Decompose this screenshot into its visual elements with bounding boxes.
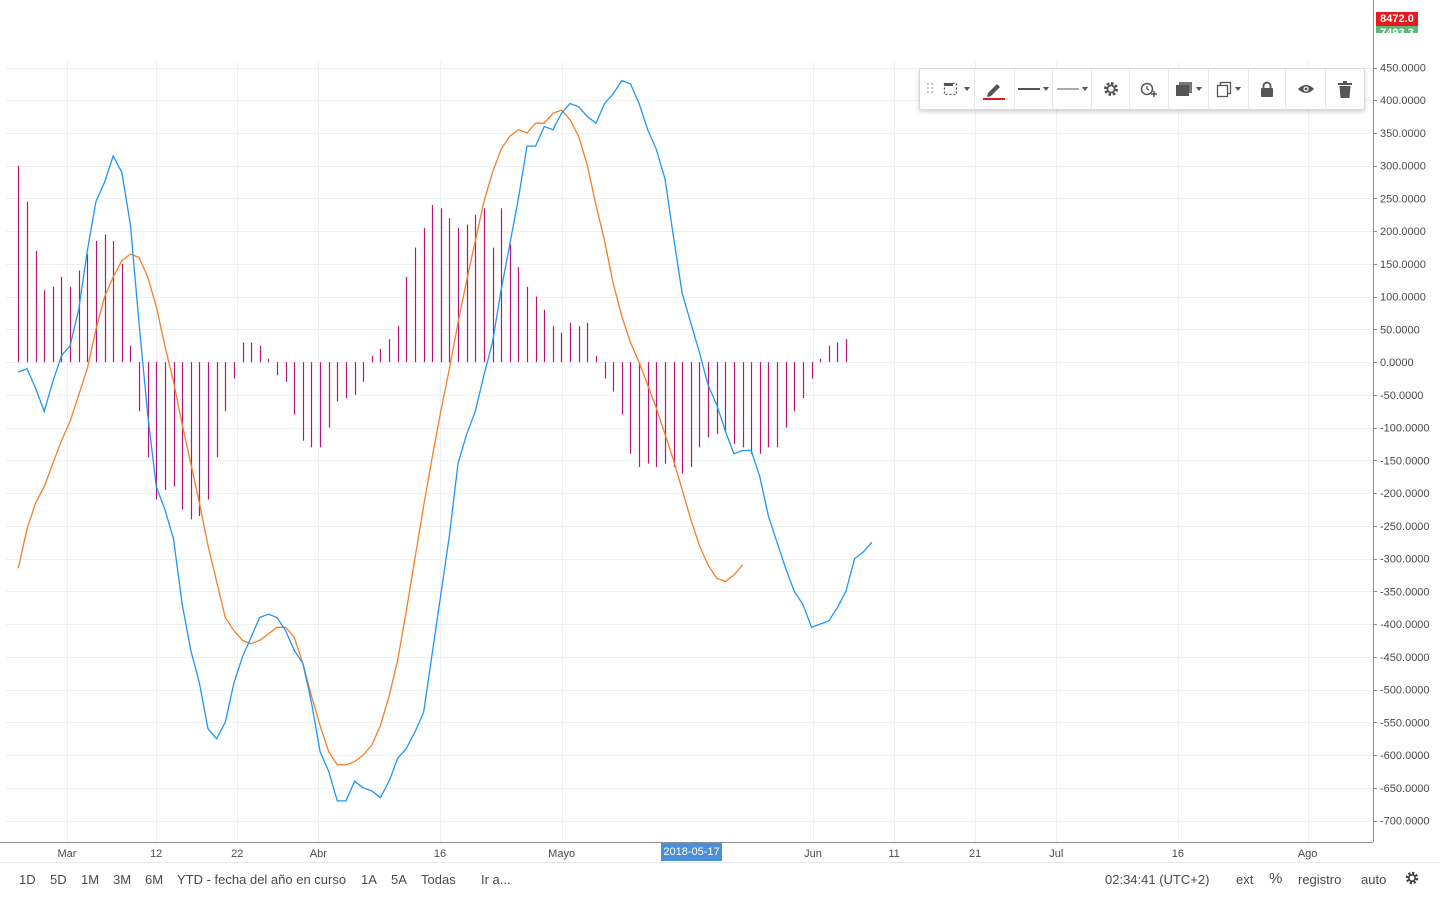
crosshair-date-badge: 2018-05-17	[661, 843, 722, 861]
range-1a[interactable]: 1A	[361, 872, 377, 887]
auto-toggle[interactable]: auto	[1361, 872, 1387, 887]
alarm-add-icon	[1140, 82, 1157, 97]
plot-background	[6, 62, 1373, 842]
price-tick-label: -150.0000	[1380, 455, 1430, 467]
pencil-icon	[983, 84, 1006, 100]
time-tick-label: 22	[231, 848, 243, 860]
price-tick-label: -200.0000	[1380, 488, 1430, 500]
price-tick-label: -400.0000	[1380, 619, 1430, 631]
pencil-color-button[interactable]	[975, 69, 1015, 109]
line-style-icon	[1017, 88, 1040, 90]
chevron-down-icon	[1042, 87, 1049, 91]
macd-chart[interactable]: 450.0000 400.0000 350.0000 300.0000 250.0000…	[0, 0, 1440, 862]
clock: 02:34:41 (UTC+2)	[1105, 872, 1210, 887]
time-tick-label: Mayo	[548, 848, 575, 860]
log-toggle[interactable]: registro	[1298, 872, 1342, 887]
line-width-button[interactable]	[1053, 69, 1093, 109]
add-alert-button[interactable]	[1130, 69, 1169, 109]
range-1m[interactable]: 1M	[81, 872, 100, 887]
range-6m[interactable]: 6M	[145, 872, 164, 887]
price-tick-label: -100.0000	[1380, 423, 1430, 435]
price-tick-label: -450.0000	[1380, 652, 1430, 664]
time-tick-label: 11	[888, 848, 899, 860]
range-all[interactable]: Todas	[421, 872, 456, 887]
price-tick-label: 0.0000	[1380, 357, 1414, 369]
time-tick-label: Jul	[1049, 848, 1063, 860]
price-tick-label: -700.0000	[1380, 816, 1430, 828]
lock-button[interactable]	[1249, 69, 1287, 109]
selection-frame-icon	[944, 82, 958, 96]
time-tick-label: Jun	[804, 848, 822, 860]
time-scale[interactable]: Mar 12 22 Abr 16 Mayo Jun 11 21 Jul 16 Ago	[58, 848, 1318, 860]
delete-button[interactable]	[1326, 69, 1364, 109]
axes	[0, 0, 1374, 843]
time-tick-label: Mar	[58, 848, 77, 860]
range-5a[interactable]: 5A	[391, 872, 407, 887]
price-tick-label: 350.0000	[1380, 128, 1426, 140]
drag-handle-icon[interactable]	[920, 69, 940, 109]
top-area	[0, 0, 1440, 62]
settings-button[interactable]	[1092, 69, 1131, 109]
drawing-toolbar	[919, 68, 1365, 110]
chevron-down-icon	[1195, 87, 1202, 91]
price-tick-label: 400.0000	[1380, 95, 1426, 107]
clone-button[interactable]	[1209, 69, 1249, 109]
range-3m[interactable]: 3M	[113, 872, 132, 887]
line-style-button[interactable]	[1015, 69, 1054, 109]
price-tick-label: 450.0000	[1380, 63, 1426, 75]
time-tick-label: 16	[1172, 848, 1184, 860]
price-badges: 8472.0 7493.3	[1376, 12, 1418, 33]
selection-frame-button[interactable]	[940, 69, 975, 109]
layers-icon	[1175, 82, 1192, 96]
price-tick-label: 200.0000	[1380, 226, 1426, 238]
visibility-button[interactable]	[1286, 69, 1327, 109]
price-tick-label: -550.0000	[1380, 717, 1430, 729]
clone-icon	[1216, 81, 1231, 97]
price-scale[interactable]: 450.0000 400.0000 350.0000 300.0000 250.0000…	[1373, 63, 1430, 828]
signal-line	[17, 109, 743, 766]
layers-button[interactable]	[1169, 69, 1209, 109]
percent-toggle[interactable]: %	[1269, 870, 1283, 887]
chevron-down-icon	[1234, 87, 1241, 91]
range-5d[interactable]: 5D	[50, 872, 67, 887]
line-width-icon	[1056, 88, 1079, 90]
macd-line	[18, 79, 873, 802]
macd-histogram	[17, 165, 848, 520]
settings-button[interactable]	[1404, 870, 1420, 889]
chevron-down-icon	[964, 87, 971, 91]
range-1d[interactable]: 1D	[19, 872, 36, 887]
price-tick-label: -650.0000	[1380, 783, 1430, 795]
price-tick-label: -300.0000	[1380, 554, 1430, 566]
price-tick-label: 100.0000	[1380, 292, 1426, 304]
price-tick-label: 250.0000	[1380, 193, 1426, 205]
ext-toggle[interactable]: ext	[1236, 872, 1254, 887]
price-tick-label: -350.0000	[1380, 586, 1430, 598]
price-tick-label: -600.0000	[1380, 750, 1430, 762]
price-tick-label: 300.0000	[1380, 161, 1426, 173]
price-tick-label: -250.0000	[1380, 521, 1430, 533]
time-tick-label: 16	[434, 848, 446, 860]
price-tick-label: 50.0000	[1380, 324, 1420, 336]
second-price-badge: 7493.3	[1376, 26, 1418, 33]
chevron-down-icon	[1081, 87, 1088, 91]
eye-icon	[1297, 85, 1314, 93]
price-tick-label: -50.0000	[1380, 390, 1423, 402]
lock-icon	[1260, 81, 1273, 97]
trash-icon	[1338, 80, 1353, 98]
bottom-bar: 1D 5D 1M 3M 6M YTD - fecha del año en cu…	[0, 862, 1440, 900]
grid	[6, 62, 1373, 842]
time-tick-label: 21	[969, 848, 981, 860]
time-tick-label: 12	[150, 848, 162, 860]
time-tick-label: Ago	[1298, 848, 1318, 860]
range-ytd[interactable]: YTD - fecha del año en curso	[177, 872, 347, 887]
price-tick-label: 150.0000	[1380, 259, 1426, 271]
price-tick-label: -500.0000	[1380, 685, 1430, 697]
time-tick-label: Abr	[310, 848, 327, 860]
goto-date-button[interactable]: Ir a...	[481, 872, 511, 887]
gear-icon	[1103, 82, 1118, 96]
current-price-badge: 8472.0	[1376, 12, 1418, 26]
gear-icon	[1405, 871, 1419, 885]
